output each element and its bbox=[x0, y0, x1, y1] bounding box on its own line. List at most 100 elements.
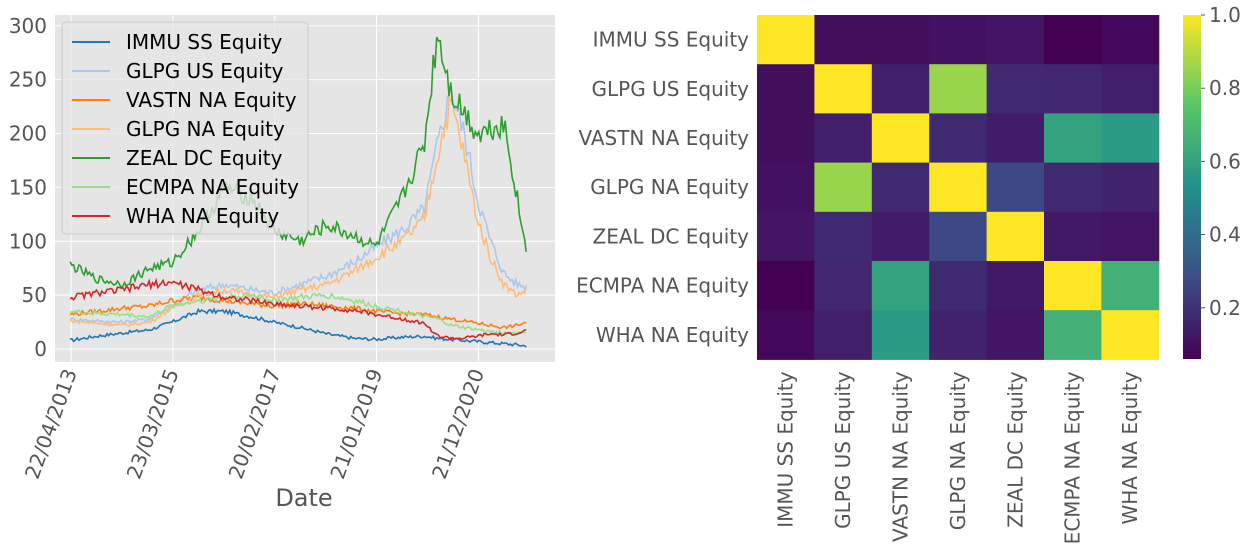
y-tick-label: 200 bbox=[9, 122, 47, 146]
x-axis-label: Date bbox=[275, 484, 332, 512]
heatmap-row-label: IMMU SS Equity bbox=[593, 28, 750, 52]
heatmap-cell bbox=[757, 310, 815, 360]
heatmap-cell bbox=[814, 15, 873, 65]
heatmap-cell bbox=[871, 211, 930, 262]
heatmap-cell bbox=[986, 261, 1045, 311]
x-tick-label: 23/03/2015 bbox=[122, 366, 184, 483]
legend-label: WHA NA Equity bbox=[126, 204, 279, 228]
series-line-ecmpa-na-equity bbox=[69, 291, 527, 336]
colorbar-tick-label: 1.0 bbox=[1209, 3, 1241, 27]
series-line-vastn-na-equity bbox=[69, 294, 527, 330]
heatmap-cell bbox=[814, 64, 873, 114]
heatmap-row-label: ECMPA NA Equity bbox=[576, 274, 749, 298]
heatmap-cell bbox=[929, 211, 988, 262]
heatmap-cell bbox=[757, 15, 815, 65]
heatmap-row-label: GLPG US Equity bbox=[592, 77, 750, 101]
heatmap-cell bbox=[929, 162, 988, 213]
colorbar-tick-label: 0.4 bbox=[1209, 223, 1241, 247]
heatmap-cell bbox=[929, 310, 988, 360]
heatmap-row-label: ZEAL DC Equity bbox=[593, 224, 750, 248]
x-tick-label: 20/02/2017 bbox=[223, 366, 285, 483]
heatmap-cell bbox=[1044, 113, 1102, 164]
heatmap-cell bbox=[871, 310, 930, 360]
heatmap-cells bbox=[757, 15, 1160, 360]
x-tick-label: 21/12/2020 bbox=[427, 366, 489, 483]
y-tick-label: 150 bbox=[9, 175, 47, 199]
heatmap-cell bbox=[1101, 15, 1160, 65]
y-tick-label: 250 bbox=[9, 68, 47, 92]
y-tick-label: 300 bbox=[9, 14, 47, 38]
legend: IMMU SS Equity GLPG US Equity VASTN NA Equ… bbox=[61, 21, 309, 235]
heatmap-cell bbox=[814, 162, 873, 213]
colorbar-tick-labels: 0.2 0.4 0.6 0.8 1.0 bbox=[1201, 3, 1241, 320]
heatmap-cell bbox=[1101, 162, 1160, 213]
heatmap-cell bbox=[986, 113, 1045, 164]
x-tick-label: 22/04/2013 bbox=[20, 366, 82, 483]
heatmap-column-label: ECMPA NA Equity bbox=[1061, 371, 1085, 544]
legend-label: IMMU SS Equity bbox=[126, 30, 283, 54]
heatmap-column-label: IMMU SS Equity bbox=[774, 371, 798, 528]
heatmap-cell bbox=[757, 261, 815, 311]
heatmap-cell bbox=[757, 162, 815, 213]
heatmap-cell bbox=[986, 15, 1045, 65]
heatmap-cell bbox=[929, 261, 988, 311]
heatmap-row-label: GLPG NA Equity bbox=[590, 175, 749, 199]
y-tick-label: 0 bbox=[34, 337, 47, 361]
legend-box bbox=[61, 21, 309, 235]
correlation-heatmap: IMMU SS Equity GLPG US Equity VASTN NA Equ… bbox=[576, 3, 1241, 544]
heatmap-cell bbox=[1044, 211, 1102, 262]
heatmap-cell bbox=[1101, 211, 1160, 262]
heatmap-column-labels: IMMU SS Equity GLPG US Equity VASTN NA Equ… bbox=[774, 371, 1142, 544]
heatmap-column-label: VASTN NA Equity bbox=[889, 371, 913, 542]
x-tick-labels: 22/04/2013 23/03/2015 20/02/2017 21/01/2019… bbox=[20, 366, 489, 483]
legend-label: GLPG NA Equity bbox=[126, 117, 285, 141]
heatmap-cell bbox=[986, 211, 1045, 262]
colorbar bbox=[1183, 15, 1201, 359]
heatmap-cell bbox=[871, 113, 930, 164]
heatmap-cell bbox=[814, 211, 873, 262]
legend-label: ZEAL DC Equity bbox=[126, 146, 283, 170]
colorbar-tick-label: 0.8 bbox=[1209, 76, 1241, 100]
legend-label: GLPG US Equity bbox=[126, 59, 284, 83]
heatmap-column-label: GLPG NA Equity bbox=[946, 371, 970, 530]
heatmap-cell bbox=[929, 113, 988, 164]
heatmap-cell bbox=[757, 64, 815, 114]
heatmap-row-label: WHA NA Equity bbox=[596, 323, 749, 347]
heatmap-cell bbox=[986, 310, 1045, 360]
legend-label: VASTN NA Equity bbox=[126, 88, 297, 112]
heatmap-cell bbox=[1101, 310, 1160, 360]
heatmap-cell bbox=[1044, 64, 1102, 114]
heatmap-column-label: WHA NA Equity bbox=[1118, 371, 1142, 524]
y-tick-label: 50 bbox=[22, 283, 47, 307]
heatmap-cell bbox=[871, 261, 930, 311]
heatmap-cell bbox=[1101, 261, 1160, 311]
series-line-wha-na-equity bbox=[69, 277, 527, 341]
heatmap-cell bbox=[814, 261, 873, 311]
series-line-zeal-dc-equity bbox=[69, 36, 527, 289]
heatmap-cell bbox=[814, 113, 873, 164]
heatmap-row-labels: IMMU SS Equity GLPG US Equity VASTN NA Equ… bbox=[576, 28, 749, 347]
heatmap-cell bbox=[871, 64, 930, 114]
colorbar-tick-label: 0.6 bbox=[1209, 149, 1241, 173]
heatmap-cell bbox=[1101, 64, 1160, 114]
heatmap-cell bbox=[986, 162, 1045, 213]
heatmap-cell bbox=[757, 211, 815, 262]
heatmap-column-label: ZEAL DC Equity bbox=[1003, 371, 1027, 528]
colorbar-tick-label: 0.2 bbox=[1209, 296, 1241, 320]
heatmap-column-label: GLPG US Equity bbox=[831, 371, 855, 529]
heatmap-cell bbox=[1044, 261, 1102, 311]
heatmap-cell bbox=[1044, 15, 1102, 65]
heatmap-cell bbox=[871, 15, 930, 65]
heatmap-cell bbox=[986, 64, 1045, 114]
y-tick-label: 100 bbox=[9, 229, 47, 253]
heatmap-cell bbox=[929, 15, 988, 65]
series-line-glpg-na-equity bbox=[70, 93, 527, 328]
y-tick-labels: 0 50 100 150 200 250 300 bbox=[9, 14, 47, 361]
x-tick-label: 21/01/2019 bbox=[325, 366, 387, 483]
heatmap-cell bbox=[757, 113, 815, 164]
heatmap-cell bbox=[814, 310, 873, 360]
series-lines bbox=[69, 36, 527, 348]
heatmap-cell bbox=[1044, 310, 1102, 360]
